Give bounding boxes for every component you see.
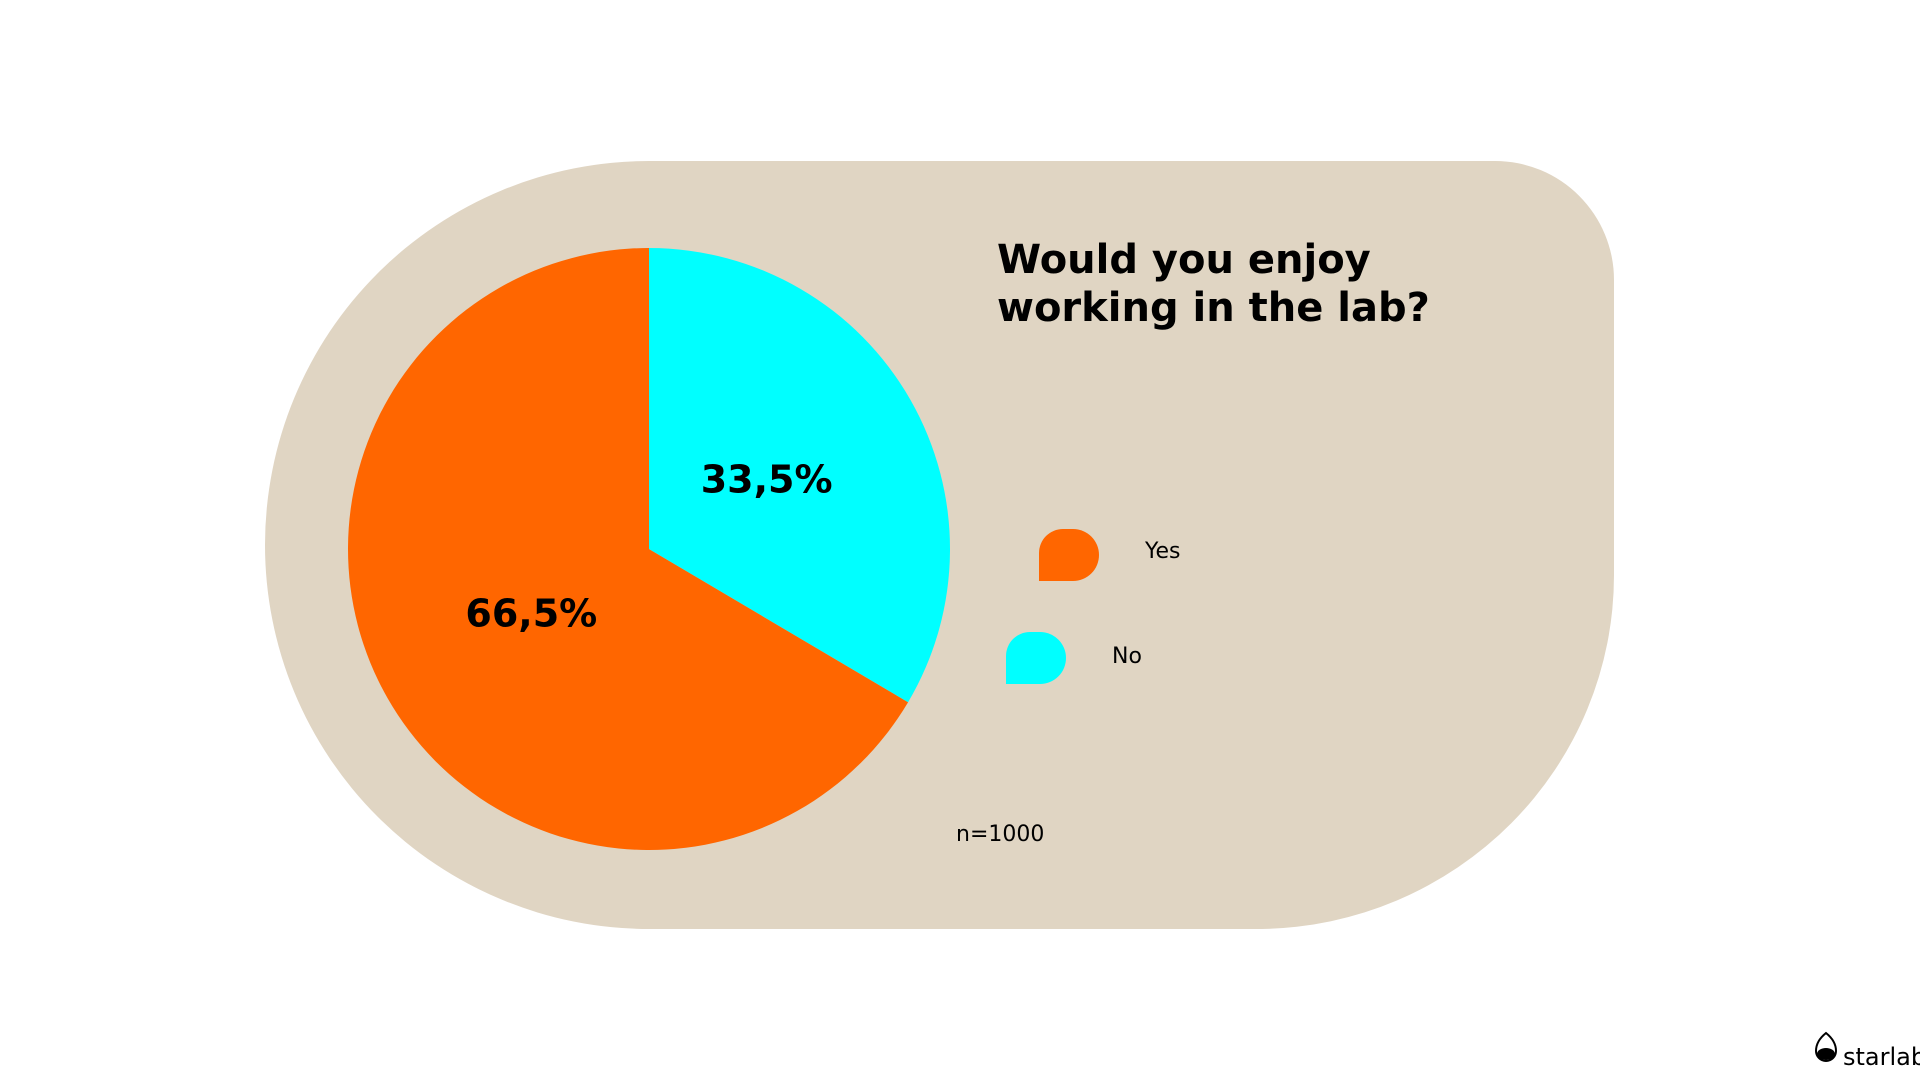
pie-slice (347, 248, 909, 850)
legend-swatch (1006, 632, 1066, 684)
data-label: 66,5% (465, 592, 597, 636)
logo-icon (1814, 1031, 1838, 1062)
pie: 66,5% 33,5% (347, 248, 950, 850)
logo-icon-fill (1817, 1048, 1835, 1060)
logo: starlab (1814, 1031, 1920, 1071)
legend-label: Yes (1144, 539, 1181, 564)
annotation: n=1000 (956, 822, 1044, 847)
data-label: 33,5% (701, 457, 833, 501)
legend-label: No (1112, 644, 1142, 669)
legend-swatch (1039, 529, 1099, 581)
legend: Yes No (1006, 529, 1181, 684)
pie-slice (649, 248, 950, 703)
chart-title: Would you enjoy working in the lab? (997, 237, 1430, 331)
logo-text: starlab (1843, 1043, 1920, 1071)
